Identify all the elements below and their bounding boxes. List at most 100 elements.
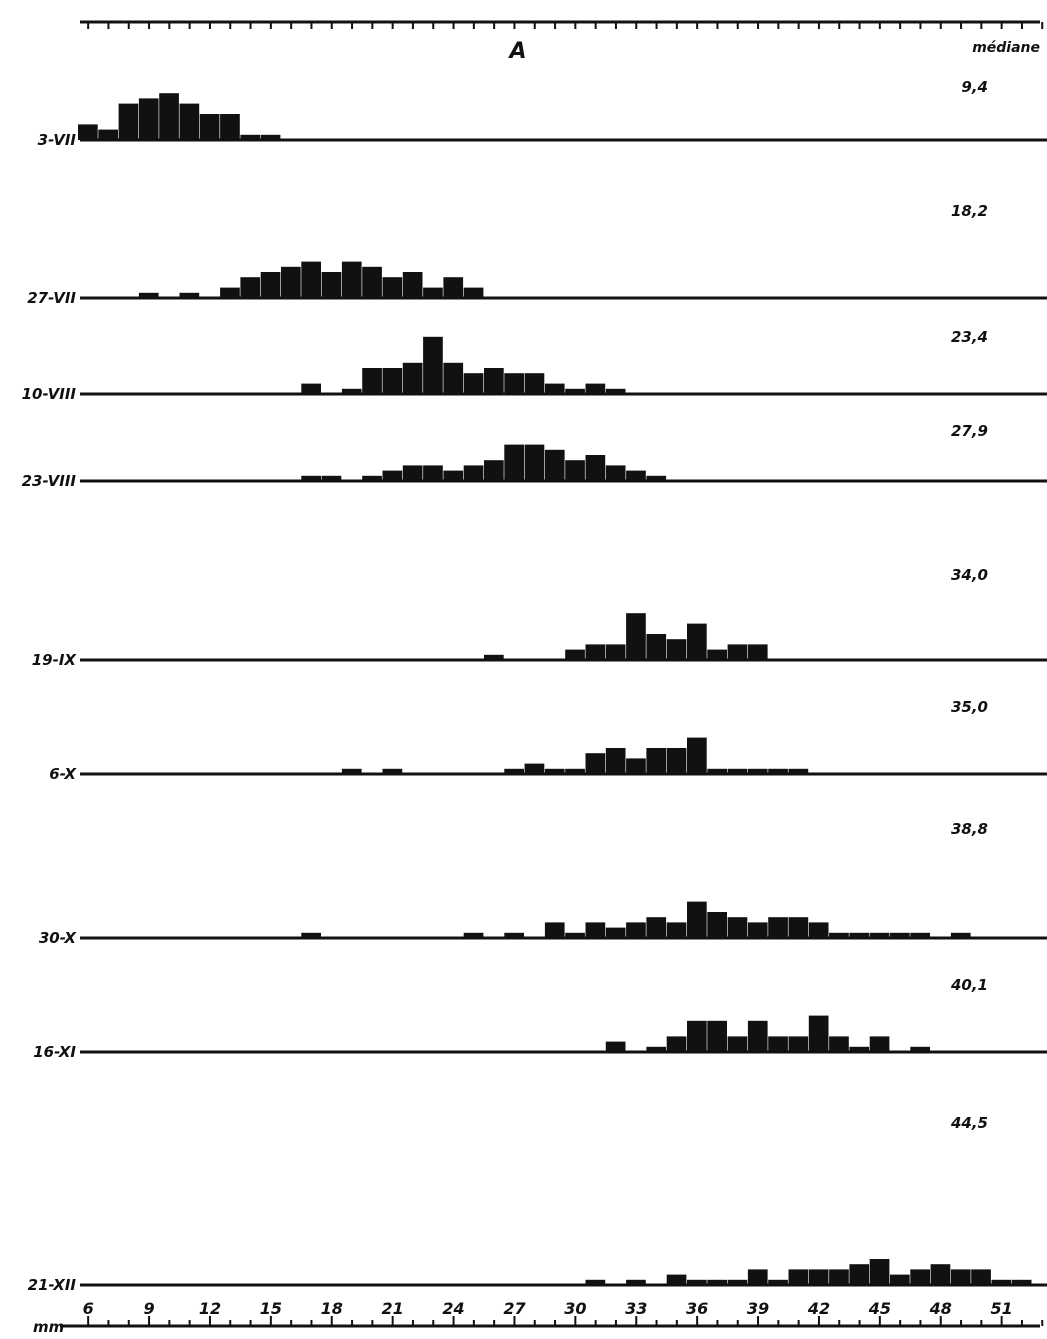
histogram-bar: [443, 470, 464, 481]
histogram-bar: [707, 649, 727, 660]
histogram-bar: [829, 1269, 849, 1285]
row-date-label: 16-XI: [33, 1043, 76, 1061]
histogram-bar: [788, 768, 809, 774]
top-scale-ruler: [80, 20, 1044, 29]
histogram-bar: [402, 465, 423, 481]
histogram-bar: [463, 373, 484, 394]
histogram-bar: [382, 368, 403, 394]
x-tick-label: 45: [868, 1299, 891, 1318]
histogram-bar: [382, 470, 403, 481]
histogram-row: 16-XI 40,1: [33, 976, 1047, 1061]
histogram-bar: [423, 336, 443, 394]
histogram-bar: [747, 1020, 768, 1052]
histogram-bar: [869, 1259, 890, 1285]
histogram-bar: [504, 373, 524, 394]
histogram-bar: [829, 932, 849, 938]
histogram-bar: [687, 1020, 707, 1052]
chart-title: A: [507, 39, 526, 64]
histogram-bar: [910, 1269, 930, 1285]
histogram-bar: [281, 266, 301, 298]
row-median-value: 40,1: [950, 976, 988, 994]
histogram-bar: [646, 475, 667, 481]
x-tick-label: 33: [625, 1299, 647, 1318]
row-median-value: 23,4: [951, 328, 988, 346]
row-median-value: 38,8: [951, 820, 988, 838]
x-tick-label: 48: [929, 1299, 952, 1318]
x-tick-label: 51: [991, 1299, 1013, 1318]
histogram-bar: [626, 922, 646, 938]
histogram-row: 23-VIII 27,9: [22, 422, 1047, 490]
histogram-bar: [747, 768, 768, 774]
x-tick-label: 30: [564, 1299, 586, 1318]
x-tick-label: 18: [321, 1299, 343, 1318]
histogram-bar: [687, 901, 707, 938]
histogram-bar: [301, 932, 321, 938]
row-median-value: 9,4: [961, 78, 988, 96]
histogram-bar: [869, 932, 890, 938]
histogram-bar: [585, 1279, 606, 1285]
histogram-bar: [950, 1269, 971, 1285]
histogram-bar: [321, 475, 342, 481]
histogram-bar: [768, 1036, 788, 1052]
histogram-bar: [768, 768, 788, 774]
row-date-label: 27-VII: [27, 289, 76, 307]
histogram-row: 10-VIII 23,4: [22, 328, 1047, 403]
histogram-row: 3-VII 9,4: [38, 78, 1047, 149]
x-tick-label: 36: [686, 1299, 708, 1318]
histogram-bar: [707, 768, 727, 774]
histogram-bar: [565, 460, 585, 481]
histogram-bar: [707, 1020, 727, 1052]
x-tick-label: 27: [503, 1299, 526, 1318]
histogram-bar: [443, 277, 464, 298]
histogram-bar: [788, 1269, 809, 1285]
histogram-bar: [768, 1279, 788, 1285]
x-tick-label: 12: [199, 1299, 221, 1318]
histogram-bar: [626, 470, 646, 481]
histogram-bar: [707, 912, 727, 938]
histogram-bar: [808, 1015, 829, 1052]
histogram-bar: [950, 932, 971, 938]
histogram-bar: [890, 932, 910, 938]
histogram-bar: [687, 737, 707, 774]
x-tick-label: 42: [807, 1299, 830, 1318]
histogram-bar: [605, 748, 626, 774]
histogram-bar: [626, 1279, 646, 1285]
histogram-bar: [910, 932, 930, 938]
histogram-bar: [747, 1269, 768, 1285]
histogram-bar: [829, 1036, 849, 1052]
row-date-label: 6-X: [49, 765, 77, 783]
histogram-bar: [504, 444, 524, 481]
histogram-bar: [666, 922, 687, 938]
histogram-bar: [666, 1274, 687, 1285]
histogram-bar: [727, 1279, 748, 1285]
histogram-bar: [544, 922, 565, 938]
histogram-bar: [808, 922, 829, 938]
histogram-bar: [687, 1279, 707, 1285]
histogram-bar: [605, 927, 626, 938]
histogram-bar: [565, 768, 585, 774]
row-date-label: 3-VII: [38, 131, 77, 149]
histogram-bar: [301, 261, 321, 298]
histogram-bar: [727, 768, 748, 774]
histogram-row: 19-IX 34,0: [32, 566, 1047, 669]
histogram-bar: [524, 763, 545, 774]
x-tick-label: 24: [442, 1299, 464, 1318]
histogram-bar: [382, 768, 403, 774]
row-date-label: 23-VIII: [22, 472, 77, 490]
histogram-bar: [463, 465, 484, 481]
histogram-bar: [341, 768, 362, 774]
histogram-bar: [585, 753, 606, 774]
histogram-bar: [890, 1274, 910, 1285]
histogram-bar: [504, 768, 524, 774]
histogram-bar: [605, 388, 626, 394]
row-median-value: 44,5: [950, 1114, 988, 1132]
histogram-bar: [138, 98, 159, 140]
histogram-bar: [687, 623, 707, 660]
histogram-bar: [1011, 1279, 1032, 1285]
median-column-header: médiane: [972, 40, 1040, 56]
histogram-bar: [544, 383, 565, 394]
histogram-bar: [565, 649, 585, 660]
histogram-bar: [159, 93, 179, 140]
row-median-value: 35,0: [951, 698, 988, 716]
